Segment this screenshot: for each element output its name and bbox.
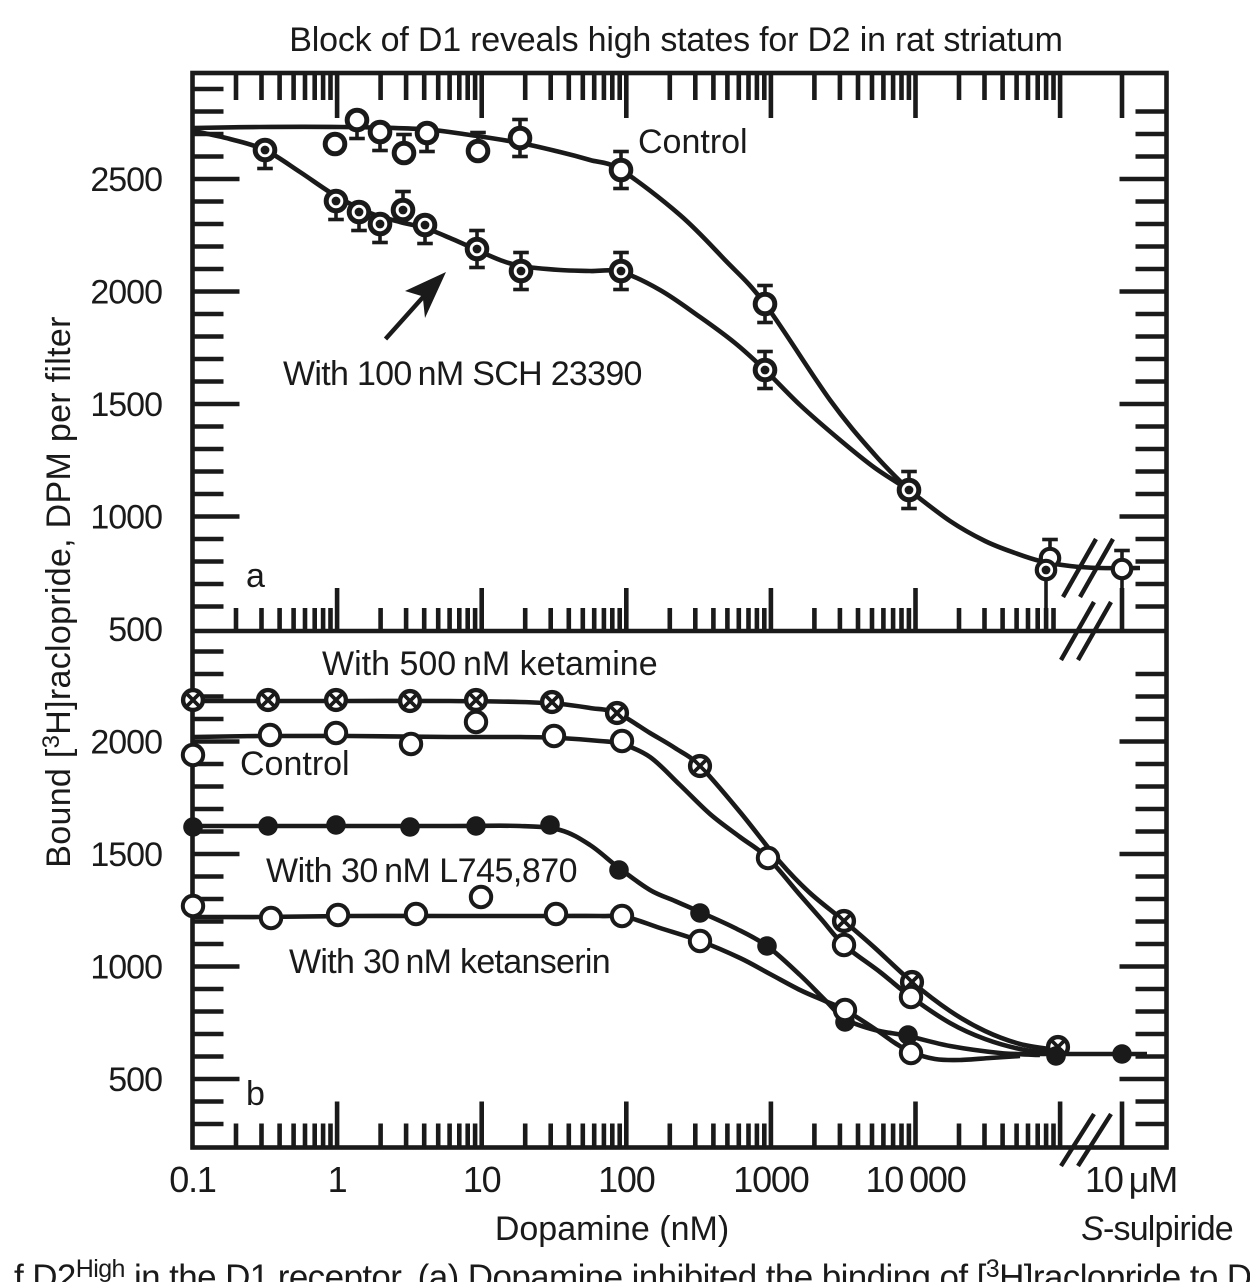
svg-text:With 30 nM ketanserin: With 30 nM ketanserin (289, 943, 610, 981)
svg-text:100: 100 (598, 1159, 655, 1200)
svg-text:10: 10 (463, 1159, 501, 1200)
svg-text:Dopamine (nM): Dopamine (nM) (495, 1210, 729, 1248)
svg-text:0.1: 0.1 (169, 1159, 216, 1200)
svg-text:500: 500 (108, 1061, 162, 1099)
svg-text:S-sulpiride: S-sulpiride (1081, 1210, 1233, 1248)
svg-text:b: b (246, 1075, 265, 1113)
svg-text:1: 1 (328, 1159, 347, 1200)
svg-text:Control: Control (638, 123, 748, 161)
svg-text:10 000: 10 000 (865, 1159, 965, 1200)
svg-text:Block of D1 reveals high state: Block of D1 reveals high states for D2 i… (289, 21, 1062, 59)
svg-text:2000: 2000 (90, 724, 162, 762)
svg-text:Control: Control (240, 745, 350, 783)
svg-text:With 30 nM L745,870: With 30 nM L745,870 (266, 852, 577, 890)
svg-text:Bound [3H]raclopride, DPM per: Bound [3H]raclopride, DPM per filter (38, 316, 78, 867)
svg-text:2500: 2500 (90, 161, 162, 199)
svg-text:1500: 1500 (90, 386, 162, 424)
svg-text:f D2High in the D1 receptor. (: f D2High in the D1 receptor. (a) Dopamin… (14, 1255, 1250, 1282)
svg-text:1000: 1000 (90, 499, 162, 537)
svg-text:500: 500 (108, 611, 162, 649)
svg-text:With 100 nM SCH 23390: With 100 nM SCH 23390 (283, 355, 642, 393)
svg-text:a: a (246, 557, 265, 595)
svg-text:1000: 1000 (733, 1159, 808, 1200)
svg-text:2000: 2000 (90, 274, 162, 312)
svg-text:With 500 nM ketamine: With 500 nM ketamine (322, 645, 658, 683)
svg-text:1000: 1000 (90, 949, 162, 987)
svg-text:1500: 1500 (90, 836, 162, 874)
svg-text:10 μM: 10 μM (1085, 1159, 1177, 1200)
